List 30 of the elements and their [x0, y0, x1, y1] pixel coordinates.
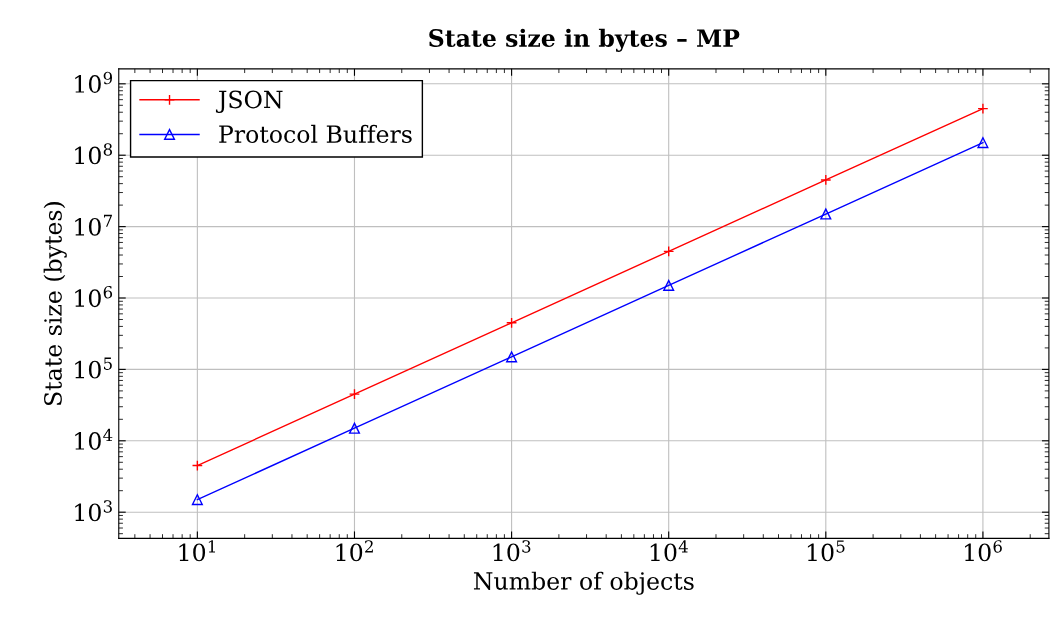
y-tick-label: 10$^{6}$	[75, 285, 113, 308]
point	[820, 208, 832, 220]
y-tick-label: 10$^{4}$	[75, 428, 113, 450]
point	[977, 137, 989, 149]
x-tick-label: 10$^{4}$	[650, 540, 688, 562]
y-tick-label: 10$^{9}$	[75, 71, 113, 93]
y-tick-label: 10$^{8}$	[75, 143, 113, 165]
point	[820, 174, 832, 186]
x-axis-title: Number of objects	[473, 571, 694, 595]
point	[663, 279, 675, 291]
y-tick-label: 10$^{5}$	[75, 357, 112, 379]
x-tick-label: 10$^{1}$	[179, 540, 216, 562]
legend-label: Protocol Buffers	[219, 124, 412, 144]
point	[977, 103, 989, 115]
point	[506, 317, 518, 329]
y-tick-label: 10$^{3}$	[75, 500, 112, 522]
point	[348, 388, 361, 400]
point	[191, 459, 203, 472]
x-tick-label: 10$^{3}$	[493, 540, 531, 562]
point	[191, 494, 203, 506]
point	[663, 245, 675, 257]
y-axis-title: State size (bytes)	[43, 202, 67, 405]
legend-label: JSON	[215, 90, 283, 113]
x-tick-label: 10$^{2}$	[336, 540, 373, 562]
point	[506, 351, 518, 363]
point	[348, 422, 361, 434]
y-tick-label: 10$^{7}$	[75, 214, 112, 236]
x-tick-label: 10$^{5}$	[807, 540, 845, 562]
x-tick-label: 10$^{6}$	[965, 540, 1002, 562]
chart-title: State size in bytes – MP	[429, 28, 740, 52]
